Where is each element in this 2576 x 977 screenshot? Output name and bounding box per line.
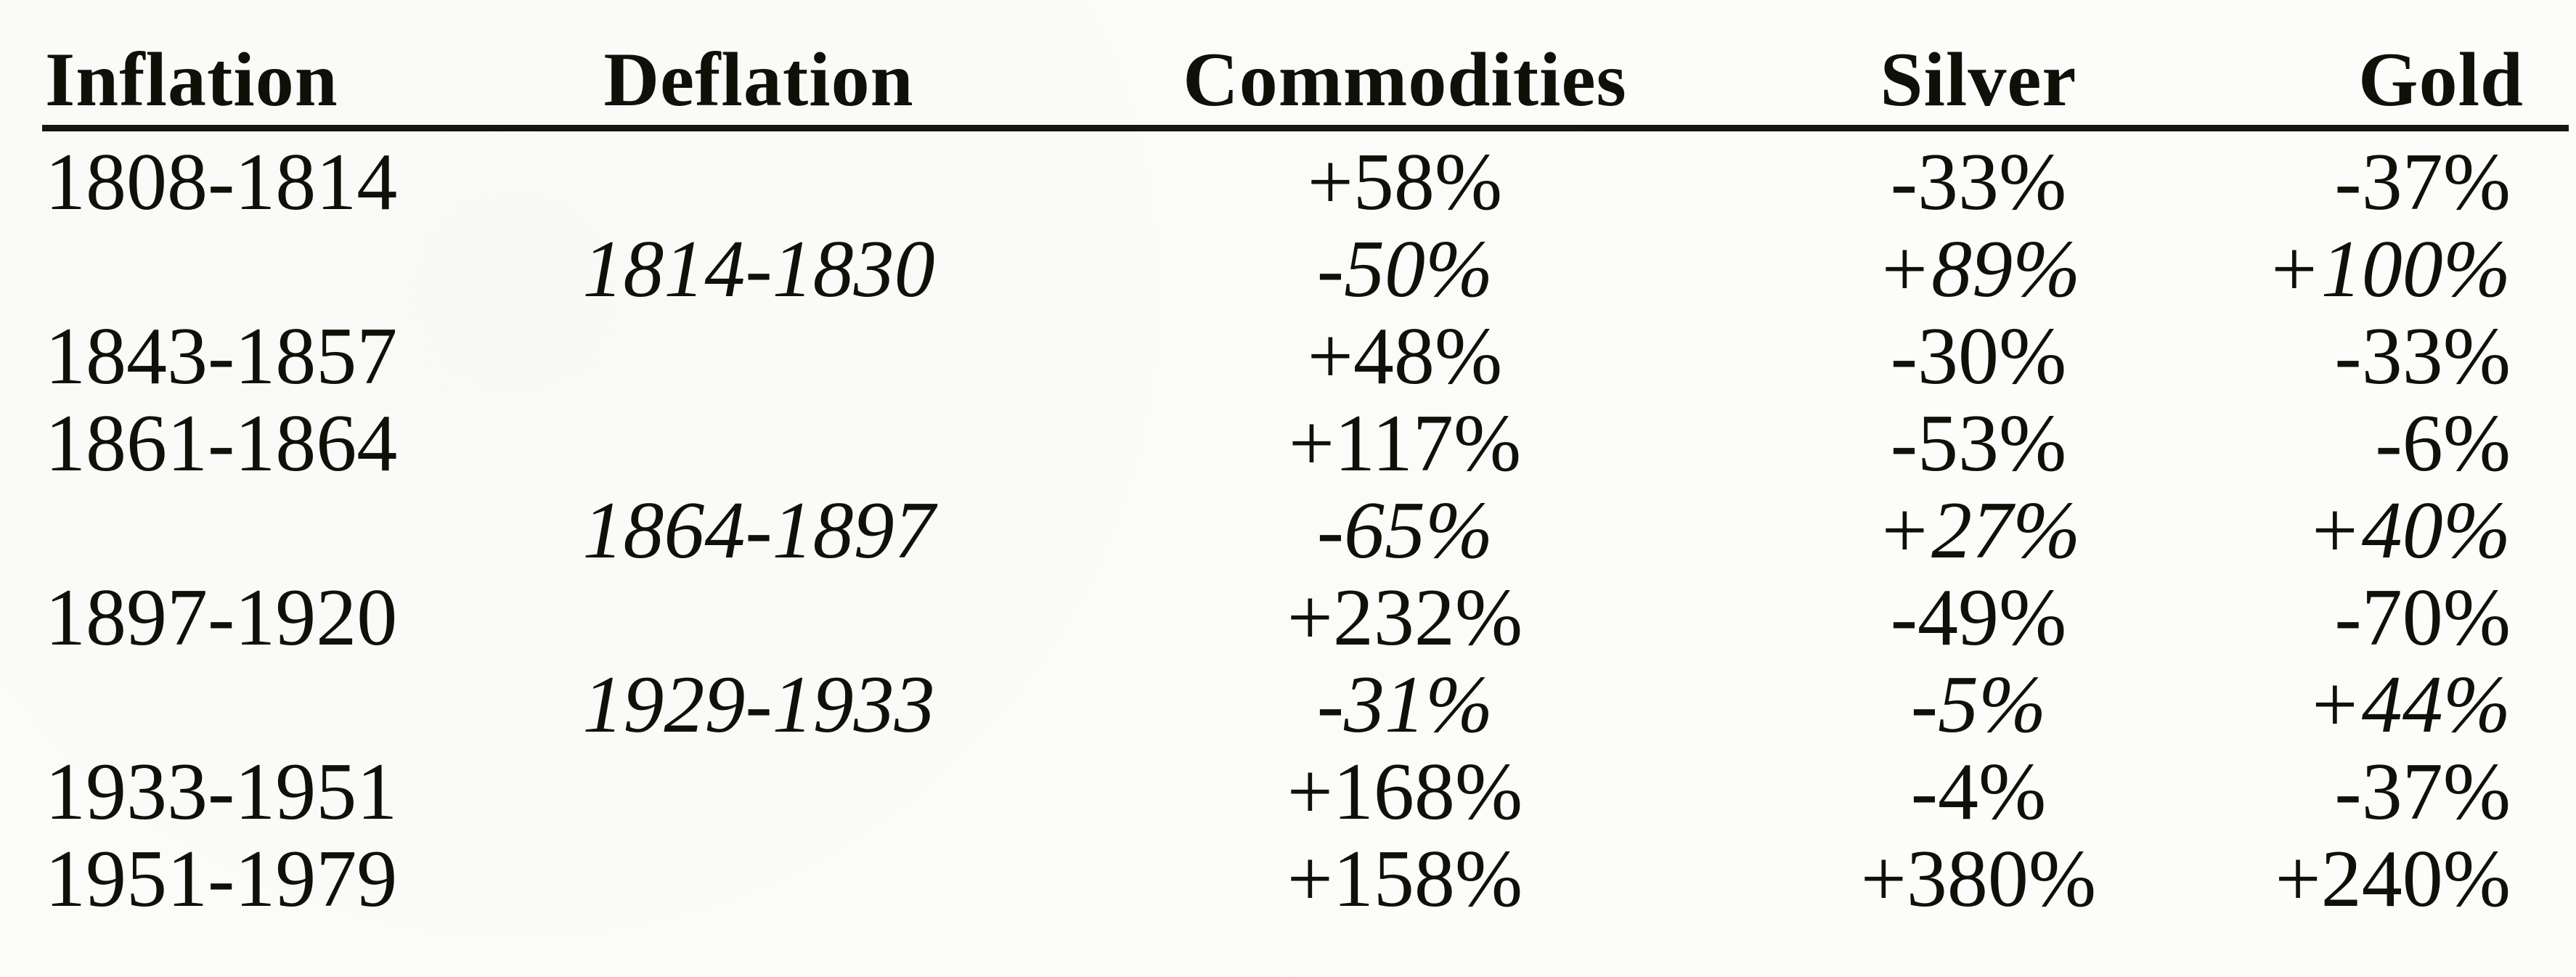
column-header-gold: Gold xyxy=(2358,37,2524,122)
gold-value-cell: -70% xyxy=(2334,573,2511,663)
commodities-value-cell: +232% xyxy=(1287,573,1523,663)
deflation-period-cell: 1814-1830 xyxy=(582,224,935,314)
gold-value-cell: -37% xyxy=(2334,137,2511,227)
silver-value-cell: -5% xyxy=(1910,660,2047,750)
gold-value-cell: +40% xyxy=(2307,486,2511,576)
commodities-value-cell: -31% xyxy=(1316,660,1493,750)
commodities-value-cell: +48% xyxy=(1307,311,1503,401)
table-row: 1861-1864 +117% -53% -6% xyxy=(0,400,2576,487)
silver-value-cell: -33% xyxy=(1890,137,2067,227)
table-row: 1808-1814 +58% -33% -37% xyxy=(0,139,2576,226)
commodities-value-cell: +117% xyxy=(1288,398,1522,488)
silver-value-cell: -53% xyxy=(1890,398,2067,488)
commodities-value-cell: +58% xyxy=(1307,137,1503,227)
silver-value-cell: -4% xyxy=(1910,747,2047,837)
table-row: 1843-1857 +48% -30% -33% xyxy=(0,313,2576,400)
table-row: 1951-1979 +158% +380% +240% xyxy=(0,835,2576,923)
column-header-deflation: Deflation xyxy=(603,37,914,122)
commodities-value-cell: -50% xyxy=(1316,224,1493,314)
gold-value-cell: +44% xyxy=(2307,660,2511,750)
silver-value-cell: +27% xyxy=(1876,486,2081,576)
deflation-period-cell: 1864-1897 xyxy=(582,486,935,576)
silver-value-cell: -49% xyxy=(1890,573,2067,663)
inflation-period-cell: 1843-1857 xyxy=(45,311,398,401)
table-header-row: Inflation Deflation Commodities Silver G… xyxy=(42,25,2569,131)
inflation-period-cell: 1897-1920 xyxy=(45,573,398,663)
gold-value-cell: +100% xyxy=(2266,224,2511,314)
gold-value-cell: -33% xyxy=(2334,311,2511,401)
column-header-commodities: Commodities xyxy=(1183,37,1627,122)
commodities-value-cell: -65% xyxy=(1316,486,1493,576)
inflation-period-cell: 1951-1979 xyxy=(45,834,398,924)
gold-value-cell: -37% xyxy=(2334,747,2511,837)
table-row: 1814-1830 -50% +89% +100% xyxy=(0,226,2576,313)
commodities-value-cell: +168% xyxy=(1287,747,1523,837)
deflation-period-cell: 1929-1933 xyxy=(582,660,935,750)
inflation-period-cell: 1861-1864 xyxy=(45,398,398,488)
gold-value-cell: +240% xyxy=(2275,834,2511,924)
gold-value-cell: -6% xyxy=(2375,398,2511,488)
column-header-silver: Silver xyxy=(1880,37,2077,122)
table-row: 1897-1920 +232% -49% -70% xyxy=(0,574,2576,661)
inflation-period-cell: 1808-1814 xyxy=(45,137,398,227)
table-row: 1933-1951 +168% -4% -37% xyxy=(0,748,2576,835)
column-header-inflation: Inflation xyxy=(45,37,338,122)
silver-value-cell: +89% xyxy=(1876,224,2081,314)
silver-value-cell: +380% xyxy=(1860,834,2097,924)
table-row: 1864-1897 -65% +27% +40% xyxy=(0,487,2576,574)
inflation-period-cell: 1933-1951 xyxy=(45,747,398,837)
commodities-value-cell: +158% xyxy=(1287,834,1523,924)
table-row: 1929-1933 -31% -5% +44% xyxy=(0,661,2576,748)
silver-value-cell: -30% xyxy=(1890,311,2067,401)
